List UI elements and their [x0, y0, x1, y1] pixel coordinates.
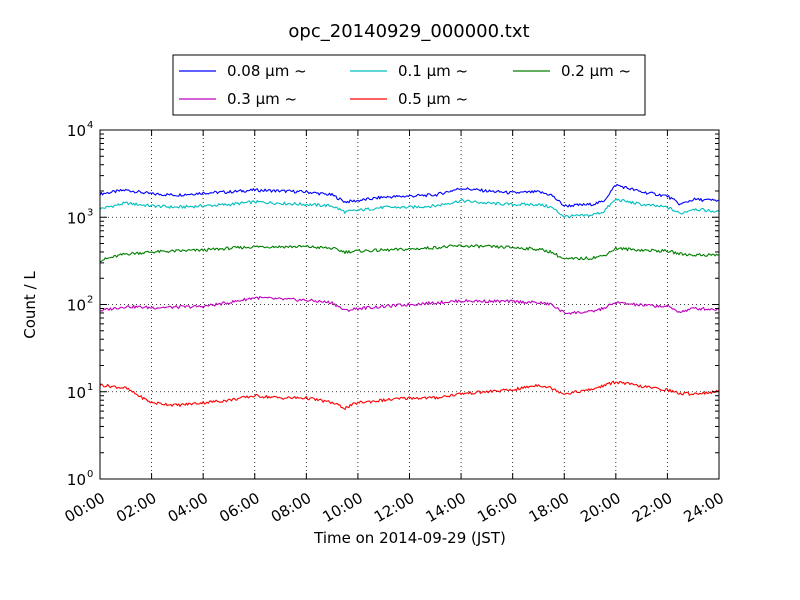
- legend-label: 0.2 μm ~: [561, 62, 631, 80]
- y-tick-exponent: 3: [87, 207, 93, 218]
- legend-label: 0.3 μm ~: [227, 90, 297, 108]
- x-tick-label: 10:00: [319, 489, 365, 526]
- x-tick-label: 24:00: [681, 489, 727, 526]
- series-line: [99, 296, 720, 315]
- x-tick-label: 12:00: [371, 489, 417, 526]
- y-tick-label: 10: [67, 471, 86, 489]
- series-line: [99, 183, 720, 208]
- x-tick-label: 16:00: [474, 489, 520, 526]
- x-tick-label: 02:00: [113, 489, 159, 526]
- x-tick-label: 14:00: [423, 489, 469, 526]
- x-tick-label: 04:00: [165, 489, 211, 526]
- x-tick-label: 18:00: [526, 489, 572, 526]
- y-tick-label: 10: [67, 297, 86, 315]
- legend-label: 0.08 μm ~: [227, 62, 307, 80]
- x-tick-label: 22:00: [629, 489, 675, 526]
- y-tick-label: 10: [67, 209, 86, 227]
- legend-box: [172, 54, 646, 116]
- x-tick-label: 00:00: [62, 489, 108, 526]
- legend-label: 0.5 μm ~: [398, 90, 468, 108]
- y-tick-label: 10: [67, 384, 86, 402]
- y-axis-label: Count / L: [21, 271, 39, 339]
- y-tick-label: 10: [67, 122, 86, 140]
- x-tick-label: 06:00: [216, 489, 262, 526]
- series-line: [99, 244, 720, 263]
- x-tick-label: 20:00: [577, 489, 623, 526]
- series-line: [99, 198, 720, 219]
- legend-label: 0.1 μm ~: [398, 62, 468, 80]
- chart-title: opc_20140929_000000.txt: [288, 21, 529, 42]
- y-tick-exponent: 1: [87, 382, 93, 393]
- y-tick-exponent: 0: [87, 469, 93, 480]
- y-tick-exponent: 4: [87, 120, 93, 131]
- series-line: [99, 380, 720, 411]
- y-tick-exponent: 2: [87, 295, 93, 306]
- plot-area: [99, 129, 720, 480]
- legend: 0.08 μm ~ 0.1 μm ~ 0.2 μm ~ 0.3 μm ~ 0.5 μm …: [172, 54, 646, 116]
- x-tick-label: 08:00: [268, 489, 314, 526]
- x-axis-label: Time on 2014-09-29 (JST): [313, 529, 506, 547]
